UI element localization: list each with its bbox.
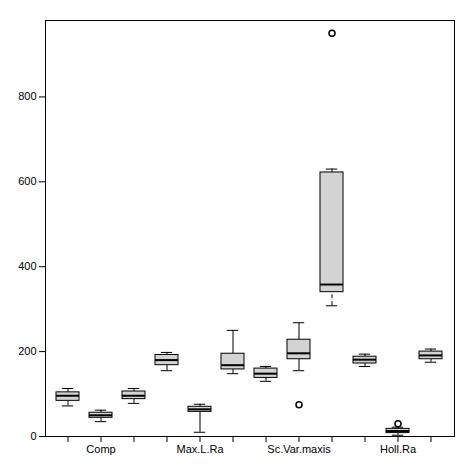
svg-text:Comp: Comp [86, 443, 115, 455]
svg-text:800: 800 [18, 90, 36, 102]
svg-text:400: 400 [18, 260, 36, 272]
svg-text:600: 600 [18, 175, 36, 187]
svg-text:Holl.Ra: Holl.Ra [380, 443, 417, 455]
svg-text:0: 0 [30, 430, 36, 442]
svg-text:Max.L.Ra: Max.L.Ra [176, 443, 224, 455]
svg-text:200: 200 [18, 345, 36, 357]
svg-text:Sc.Var.maxis: Sc.Var.maxis [267, 443, 331, 455]
